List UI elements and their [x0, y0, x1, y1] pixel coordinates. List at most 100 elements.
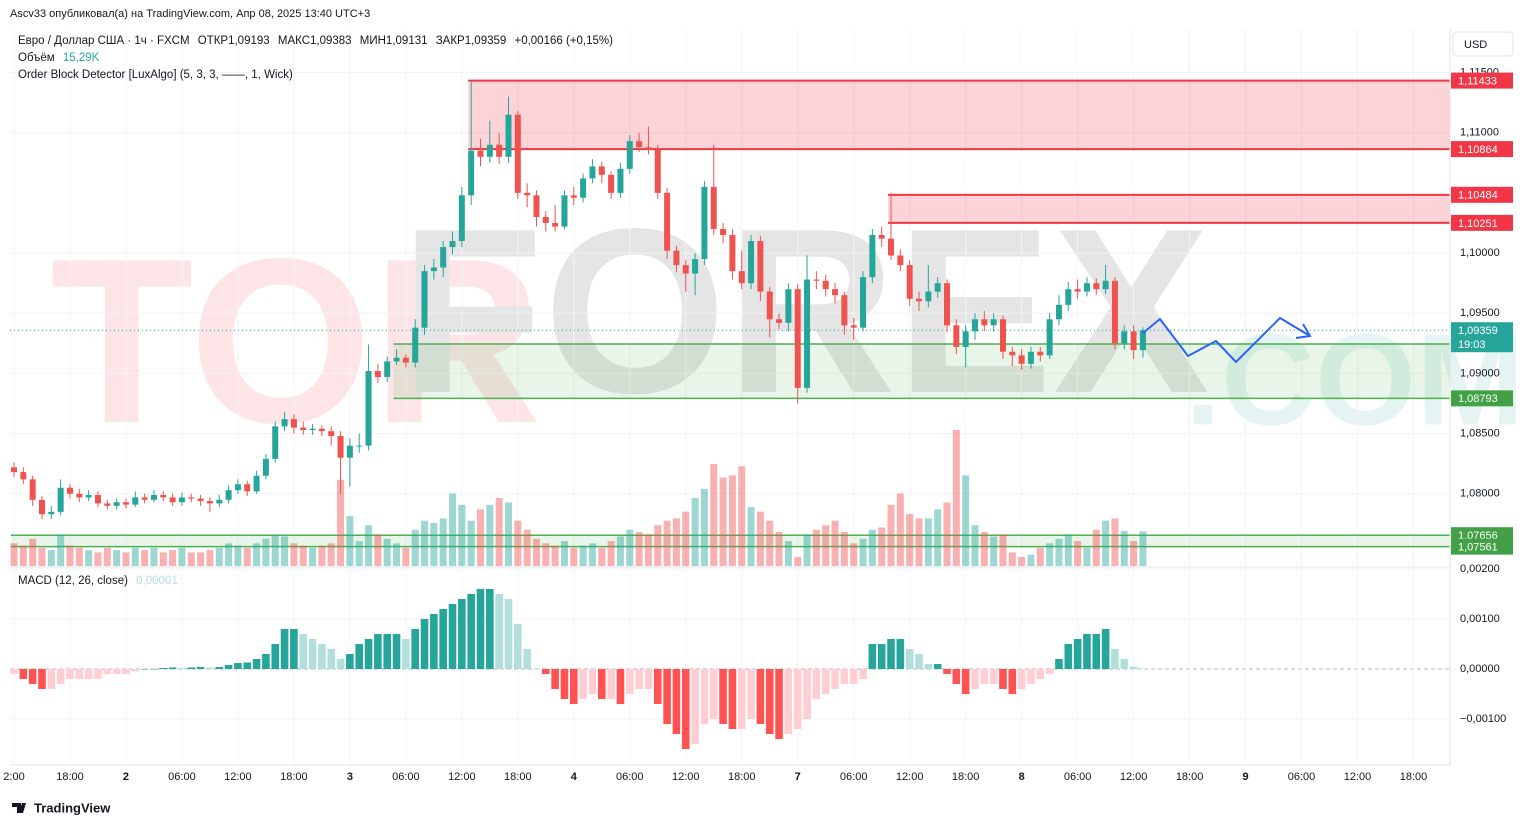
macd-bar	[877, 644, 886, 669]
x-tick-label: 3	[347, 771, 353, 783]
candle-body	[132, 497, 139, 505]
volume-bar	[812, 529, 820, 566]
macd-bar	[1008, 669, 1017, 694]
macd-bar	[280, 629, 289, 669]
macd-bar	[523, 649, 531, 669]
candle-body	[430, 267, 437, 272]
candle-body	[104, 503, 111, 506]
candle-body	[598, 166, 605, 175]
ohlc-label: МАКС1,09383	[277, 35, 352, 47]
candle-body	[729, 235, 736, 272]
candle-body	[262, 458, 269, 476]
x-tick-label: 06:00	[840, 771, 868, 783]
volume-bar	[551, 545, 559, 566]
candle-body	[57, 487, 64, 512]
candle-body	[38, 499, 45, 515]
volume-bar	[934, 509, 942, 566]
macd-bar	[560, 669, 569, 699]
volume-bar	[439, 518, 447, 566]
volume-bar	[635, 532, 643, 566]
macd-bar	[346, 654, 354, 669]
candle-body	[514, 114, 521, 193]
volume-bar	[299, 545, 307, 566]
macd-bar	[103, 669, 112, 674]
macd-bar	[728, 669, 737, 729]
macd-bar	[327, 649, 336, 669]
projection-path	[1142, 316, 1311, 364]
currency[interactable]: USD	[1464, 39, 1487, 51]
volume-bar	[915, 518, 923, 566]
volume-bar	[878, 527, 886, 566]
macd-bar	[597, 669, 606, 699]
y-tick-label: 1,08500	[1460, 428, 1500, 440]
candle-body	[421, 271, 428, 328]
candle-body	[85, 494, 92, 498]
candle-body	[1083, 283, 1090, 292]
volume-bar	[1064, 534, 1072, 566]
candle-body	[1009, 351, 1016, 356]
price-label-box	[1451, 72, 1513, 89]
macd-bar	[570, 669, 578, 704]
macd-bar	[635, 669, 643, 689]
macd-bar	[915, 654, 923, 669]
candle-body	[813, 279, 820, 281]
candle-body	[300, 427, 307, 430]
macd-bar	[1073, 639, 1082, 669]
candle-body	[1037, 351, 1044, 356]
x-tick-label: 18:00	[280, 771, 308, 783]
macd-bar	[905, 649, 914, 669]
x-tick-label: 18:00	[504, 771, 532, 783]
macd-bar	[168, 667, 177, 669]
price-label-box	[1451, 141, 1513, 158]
macd-bar	[140, 669, 149, 670]
currency-button[interactable]	[1452, 31, 1514, 57]
macd-bar	[793, 669, 802, 729]
candle-body	[664, 192, 671, 251]
macd-bar	[691, 669, 699, 744]
volume-bar	[1139, 531, 1147, 566]
macd-bar	[653, 669, 662, 704]
x-tick-label: 06:00	[1064, 771, 1092, 783]
macd-bar	[19, 669, 28, 679]
volume-bar	[383, 538, 391, 566]
volume-bar	[495, 498, 503, 566]
volume-bar	[271, 534, 279, 566]
candle-body	[76, 493, 83, 498]
macd-bar	[924, 664, 933, 669]
volume-bar	[421, 520, 429, 566]
price-label: 1,11433	[1458, 76, 1497, 88]
candle-body	[216, 499, 223, 504]
order-block	[11, 535, 1450, 547]
candle-body	[934, 283, 941, 292]
change: +0,00166 (+0,15%)	[514, 35, 613, 47]
ohlc-label: ОТКР1,09193	[197, 35, 270, 47]
candle-body	[654, 149, 661, 193]
candle-body	[850, 325, 857, 328]
volume-bar	[1083, 547, 1091, 566]
x-tick-label: 18:00	[952, 771, 980, 783]
macd-bar	[709, 669, 718, 719]
candle-body	[1055, 304, 1062, 320]
macd-bar	[1055, 659, 1063, 669]
candle-body	[458, 195, 465, 242]
volume-bar	[234, 545, 242, 566]
macd-bar	[439, 609, 447, 669]
macd-bar	[514, 624, 522, 669]
macd-bar	[756, 669, 765, 724]
candle-body	[757, 241, 764, 292]
macd-bar	[933, 664, 942, 669]
candle-body	[906, 265, 913, 299]
macd-bar	[206, 667, 214, 669]
order-block	[393, 343, 1450, 399]
macd-bar	[178, 668, 186, 669]
candle-body	[178, 497, 185, 503]
candle-body	[841, 295, 848, 326]
candle-body	[570, 195, 577, 198]
candle-body	[1111, 280, 1118, 344]
volume-bar	[215, 547, 223, 566]
macd-value: 0,00001	[136, 575, 178, 587]
candle-body	[477, 150, 484, 157]
volume-bar	[626, 529, 634, 566]
volume-bar	[1074, 541, 1082, 566]
candle-body	[794, 289, 801, 388]
